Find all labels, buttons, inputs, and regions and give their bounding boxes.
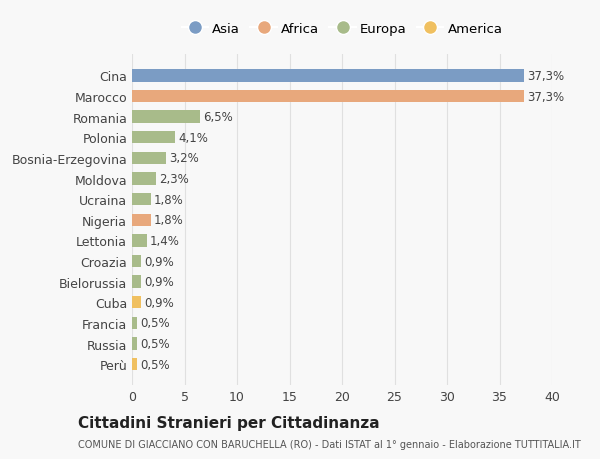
- Bar: [132, 173, 156, 185]
- Text: Cittadini Stranieri per Cittadinanza: Cittadini Stranieri per Cittadinanza: [78, 415, 380, 430]
- Bar: [132, 214, 151, 226]
- Bar: [132, 358, 137, 370]
- Text: 0,5%: 0,5%: [140, 337, 170, 350]
- Text: COMUNE DI GIACCIANO CON BARUCHELLA (RO) - Dati ISTAT al 1° gennaio - Elaborazion: COMUNE DI GIACCIANO CON BARUCHELLA (RO) …: [78, 440, 581, 449]
- Bar: [132, 132, 175, 144]
- Bar: [132, 70, 524, 83]
- Text: 0,9%: 0,9%: [145, 296, 175, 309]
- Text: 1,8%: 1,8%: [154, 214, 184, 227]
- Text: 6,5%: 6,5%: [203, 111, 233, 124]
- Bar: [132, 194, 151, 206]
- Text: 1,8%: 1,8%: [154, 193, 184, 206]
- Bar: [132, 317, 137, 330]
- Bar: [132, 235, 146, 247]
- Bar: [132, 276, 142, 288]
- Text: 37,3%: 37,3%: [527, 90, 564, 103]
- Text: 2,3%: 2,3%: [160, 173, 189, 185]
- Bar: [132, 91, 524, 103]
- Text: 0,9%: 0,9%: [145, 275, 175, 289]
- Bar: [132, 152, 166, 165]
- Text: 37,3%: 37,3%: [527, 70, 564, 83]
- Bar: [132, 338, 137, 350]
- Bar: [132, 297, 142, 309]
- Legend: Asia, Africa, Europa, America: Asia, Africa, Europa, America: [178, 19, 506, 39]
- Text: 0,9%: 0,9%: [145, 255, 175, 268]
- Text: 3,2%: 3,2%: [169, 152, 199, 165]
- Bar: [132, 111, 200, 123]
- Text: 0,5%: 0,5%: [140, 317, 170, 330]
- Text: 4,1%: 4,1%: [178, 132, 208, 145]
- Bar: [132, 255, 142, 268]
- Text: 0,5%: 0,5%: [140, 358, 170, 371]
- Text: 1,4%: 1,4%: [150, 235, 180, 247]
